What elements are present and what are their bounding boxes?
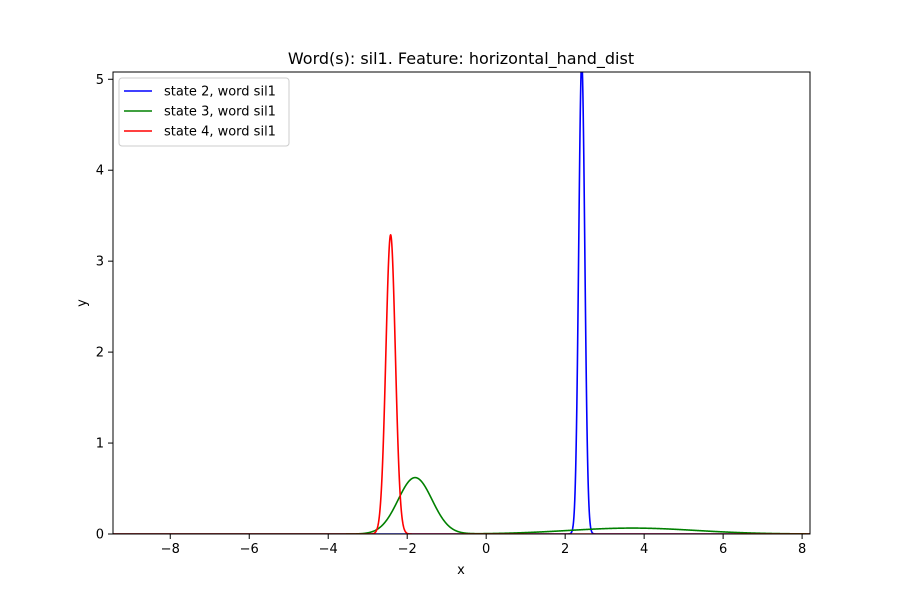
y-tick-label: 3 [96, 255, 104, 270]
series-line-2 [113, 476, 810, 534]
legend-box [118, 77, 290, 147]
x-tick-label: 0 [482, 542, 490, 557]
y-tick-label: 2 [96, 346, 104, 361]
y-tick-label: 4 [96, 164, 104, 179]
series-layer [113, 72, 810, 534]
x-tick-label: 8 [798, 542, 806, 557]
x-tick-label: −8 [161, 542, 180, 557]
legend-label: state 4, word sil1 [164, 125, 276, 140]
plot-frame [112, 71, 811, 535]
legend-label: state 2, word sil1 [164, 85, 276, 100]
x-tick-label: −2 [398, 542, 417, 557]
x-axis-label: x [457, 563, 465, 578]
legend-label: state 3, word sil1 [164, 105, 276, 120]
y-tick-label: 1 [96, 437, 104, 452]
y-tick-label: 5 [96, 73, 104, 88]
legend: state 2, word sil1 state 3, word sil1 stat… [118, 77, 290, 147]
y-tick-label: 0 [96, 528, 104, 543]
series-line-3 [113, 233, 810, 534]
x-tick-label: −6 [240, 542, 259, 557]
x-axis: −8 −6 −4 −2 0 2 4 6 8 [161, 534, 806, 557]
x-tick-label: 2 [561, 542, 569, 557]
chart-title: Word(s): sil1. Feature: horizontal_hand_… [288, 49, 634, 69]
y-axis: 0 1 2 3 4 5 [96, 73, 113, 543]
legend-entries: state 2, word sil1 state 3, word sil1 stat… [124, 85, 276, 140]
x-tick-label: 6 [719, 542, 727, 557]
y-axis-label: y [75, 299, 90, 307]
x-tick-label: 4 [640, 542, 648, 557]
x-tick-label: −4 [319, 542, 338, 557]
